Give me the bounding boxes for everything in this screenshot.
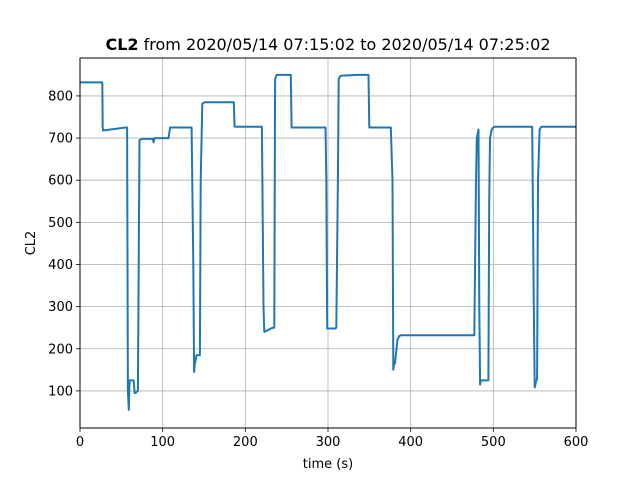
y-axis-label: CL2 [24, 231, 39, 256]
x-tick-label: 500 [481, 435, 506, 450]
chart-title-rest: from 2020/05/14 07:15:02 to 2020/05/14 0… [139, 35, 551, 54]
y-tick-label: 100 [48, 384, 73, 399]
chart-title-bold: CL2 [105, 35, 138, 54]
y-tick-label: 600 [48, 174, 73, 189]
chart-title: CL2 from 2020/05/14 07:15:02 to 2020/05/… [105, 35, 550, 54]
series-line [80, 73, 576, 411]
y-tick-label: 300 [48, 300, 73, 315]
y-tick-label: 500 [48, 216, 73, 231]
x-tick-label: 0 [76, 435, 84, 450]
y-tick-label: 400 [48, 258, 73, 273]
x-axis-label: time (s) [303, 457, 353, 472]
y-tick-label: 700 [48, 132, 73, 147]
x-tick-label: 600 [564, 435, 589, 450]
grid [79, 58, 577, 428]
y-tick-label: 800 [48, 89, 73, 104]
x-tick-label: 300 [316, 435, 341, 450]
x-tick-label: 200 [233, 435, 258, 450]
series-layer [80, 73, 576, 411]
x-tick-label: 100 [150, 435, 175, 450]
y-tick-label: 200 [48, 342, 73, 357]
x-tick-label: 400 [398, 435, 423, 450]
ticks: 0 100 200 300 400 500 600 100 200 300 400 500 600 700… [48, 89, 588, 450]
